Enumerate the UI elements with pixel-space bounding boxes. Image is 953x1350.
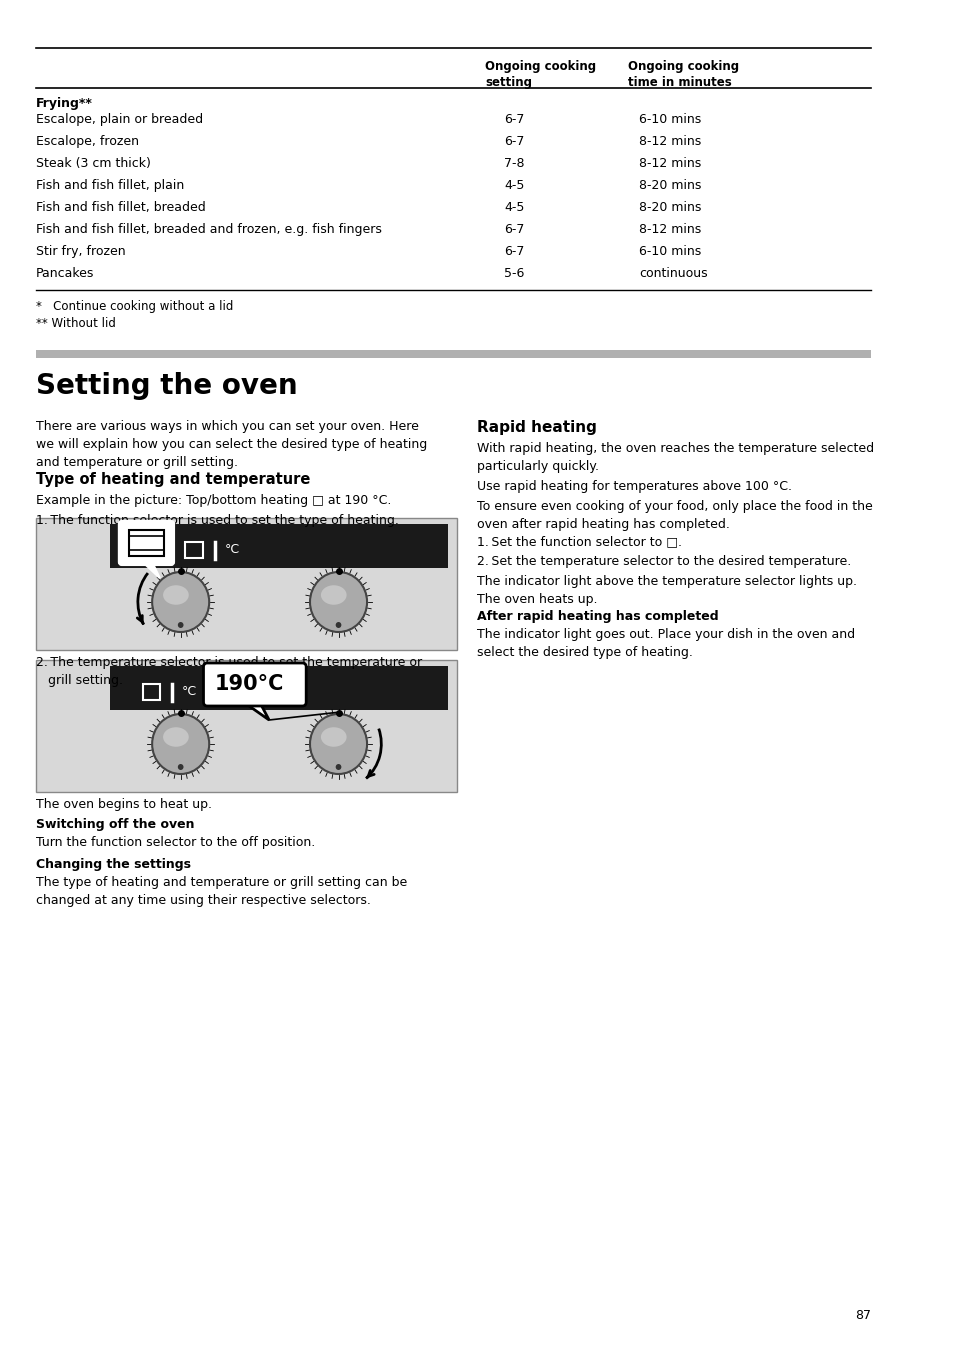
Text: To ensure even cooking of your food, only place the food in the
oven after rapid: To ensure even cooking of your food, onl… — [476, 500, 872, 531]
Text: The oven begins to heat up.: The oven begins to heat up. — [36, 798, 212, 811]
Text: °C: °C — [224, 543, 239, 556]
Ellipse shape — [163, 728, 189, 747]
Polygon shape — [143, 562, 159, 578]
Text: continuous: continuous — [639, 267, 707, 279]
Bar — [111, 666, 447, 710]
Bar — [185, 541, 202, 558]
Text: Escalope, frozen: Escalope, frozen — [36, 135, 139, 148]
Text: 6-7: 6-7 — [503, 223, 524, 236]
Text: There are various ways in which you can set your oven. Here
we will explain how : There are various ways in which you can … — [36, 420, 427, 468]
Text: Setting the oven: Setting the oven — [36, 373, 297, 400]
Text: The type of heating and temperature or grill setting can be
changed at any time : The type of heating and temperature or g… — [36, 876, 407, 907]
Text: Type of heating and temperature: Type of heating and temperature — [36, 472, 310, 487]
Text: 6-7: 6-7 — [503, 113, 524, 126]
Text: 6-10 mins: 6-10 mins — [639, 113, 700, 126]
Text: 1. Set the function selector to □.: 1. Set the function selector to □. — [476, 535, 681, 548]
Text: 8-20 mins: 8-20 mins — [639, 180, 700, 192]
Circle shape — [335, 622, 341, 628]
Text: 7-8: 7-8 — [503, 157, 524, 170]
Text: 8-12 mins: 8-12 mins — [639, 135, 700, 148]
Bar — [130, 531, 163, 556]
Ellipse shape — [163, 586, 189, 605]
Text: The indicator light above the temperature selector lights up.
The oven heats up.: The indicator light above the temperatur… — [476, 575, 857, 606]
Text: 6-7: 6-7 — [503, 244, 524, 258]
Text: 4-5: 4-5 — [503, 180, 524, 192]
Bar — [36, 350, 870, 358]
Circle shape — [177, 764, 183, 769]
Text: 6-7: 6-7 — [503, 135, 524, 148]
Text: 8-12 mins: 8-12 mins — [639, 157, 700, 170]
Bar — [143, 684, 159, 701]
Text: 190°C: 190°C — [214, 674, 284, 694]
Text: Fish and fish fillet, breaded: Fish and fish fillet, breaded — [36, 201, 206, 215]
Circle shape — [335, 764, 341, 769]
Text: Escalope, plain or breaded: Escalope, plain or breaded — [36, 113, 203, 126]
Text: 8-20 mins: 8-20 mins — [639, 201, 700, 215]
Bar — [111, 524, 447, 568]
Text: ** Without lid: ** Without lid — [36, 317, 116, 329]
Ellipse shape — [320, 586, 346, 605]
Text: Use rapid heating for temperatures above 100 °C.: Use rapid heating for temperatures above… — [476, 481, 792, 493]
Bar — [36, 660, 456, 792]
Text: 1. The function selector is used to set the type of heating.: 1. The function selector is used to set … — [36, 514, 398, 526]
Text: *   Continue cooking without a lid: * Continue cooking without a lid — [36, 300, 233, 313]
Text: 4-5: 4-5 — [503, 201, 524, 215]
Text: 2. Set the temperature selector to the desired temperature.: 2. Set the temperature selector to the d… — [476, 555, 851, 568]
Circle shape — [310, 572, 367, 632]
Text: The indicator light goes out. Place your dish in the oven and
select the desired: The indicator light goes out. Place your… — [476, 628, 855, 659]
Text: 5-6: 5-6 — [503, 267, 524, 279]
Text: Fish and fish fillet, breaded and frozen, e.g. fish fingers: Fish and fish fillet, breaded and frozen… — [36, 223, 381, 236]
Text: 8-12 mins: 8-12 mins — [639, 223, 700, 236]
Text: 87: 87 — [854, 1310, 870, 1322]
Text: 6-10 mins: 6-10 mins — [639, 244, 700, 258]
Bar — [36, 518, 456, 649]
Text: After rapid heating has completed: After rapid heating has completed — [476, 610, 719, 622]
Text: Fish and fish fillet, plain: Fish and fish fillet, plain — [36, 180, 184, 192]
Text: Ongoing cooking
time in minutes: Ongoing cooking time in minutes — [627, 59, 738, 89]
Text: Example in the picture: Top/bottom heating □ at 190 °C.: Example in the picture: Top/bottom heati… — [36, 494, 391, 508]
Polygon shape — [243, 702, 269, 720]
Circle shape — [152, 572, 209, 632]
Circle shape — [152, 714, 209, 774]
Text: Turn the function selector to the off position.: Turn the function selector to the off po… — [36, 836, 315, 849]
FancyBboxPatch shape — [203, 663, 306, 706]
Circle shape — [310, 714, 367, 774]
Text: Stir fry, frozen: Stir fry, frozen — [36, 244, 126, 258]
Text: °C: °C — [181, 684, 196, 698]
Ellipse shape — [320, 728, 346, 747]
Circle shape — [177, 622, 183, 628]
Text: Ongoing cooking
setting: Ongoing cooking setting — [484, 59, 596, 89]
Text: Changing the settings: Changing the settings — [36, 859, 191, 871]
Text: Steak (3 cm thick): Steak (3 cm thick) — [36, 157, 151, 170]
Text: Switching off the oven: Switching off the oven — [36, 818, 194, 832]
Text: Frying**: Frying** — [36, 97, 92, 109]
Text: 2. The temperature selector is used to set the temperature or
   grill setting.: 2. The temperature selector is used to s… — [36, 656, 422, 687]
Text: Rapid heating: Rapid heating — [476, 420, 597, 435]
Text: With rapid heating, the oven reaches the temperature selected
particularly quick: With rapid heating, the oven reaches the… — [476, 441, 874, 472]
Text: Pancakes: Pancakes — [36, 267, 94, 279]
FancyBboxPatch shape — [119, 521, 173, 566]
